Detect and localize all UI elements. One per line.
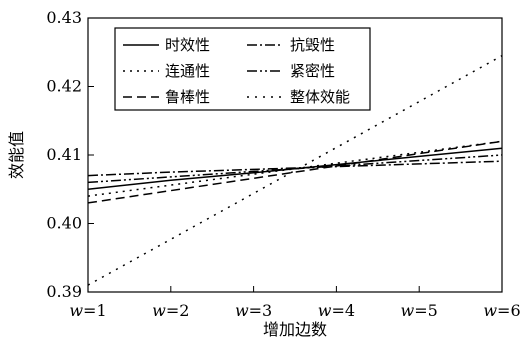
series-line-3 (87, 154, 503, 184)
x-axis-title: 增加边数 (263, 320, 327, 339)
y-tick-label: 0.42 (46, 77, 82, 96)
legend-label-3: 紧密性 (290, 62, 335, 80)
y-tick-label: 0.41 (46, 145, 82, 164)
series-lines (87, 55, 503, 286)
y-tick-label: 0.40 (46, 214, 82, 233)
x-tick-label: w=3 (235, 301, 272, 320)
x-tick-label: w=5 (401, 301, 438, 320)
y-tick-label: 0.43 (46, 8, 82, 27)
legend-label-0: 时效性 (165, 36, 210, 54)
x-tick-label: w=4 (318, 301, 355, 320)
x-tick-label: w=1 (69, 301, 106, 320)
legend-label-1: 抗毁性 (290, 36, 335, 54)
legend-label-4: 鲁棒性 (165, 88, 210, 106)
y-axis-title: 效能值 (7, 131, 26, 179)
y-tick-label: 0.39 (46, 282, 82, 301)
axis-ticks (88, 86, 420, 292)
x-tick-labels: w=1 w=2 w=3 w=4 w=5 w=6 (69, 301, 520, 320)
legend-label-5: 整体效能 (290, 88, 350, 106)
x-tick-label: w=6 (483, 301, 520, 320)
series-line-4 (87, 140, 503, 204)
x-tick-label: w=2 (152, 301, 189, 320)
y-tick-labels: 0.39 0.40 0.41 0.42 0.43 (46, 8, 82, 301)
legend-label-2: 连通性 (165, 62, 210, 80)
